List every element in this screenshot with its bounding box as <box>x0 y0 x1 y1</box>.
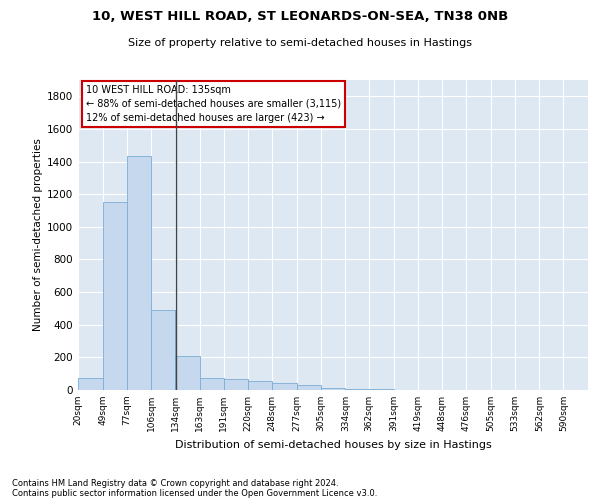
Bar <box>103 202 127 390</box>
Text: 10, WEST HILL ROAD, ST LEONARDS-ON-SEA, TN38 0NB: 10, WEST HILL ROAD, ST LEONARDS-ON-SEA, … <box>92 10 508 23</box>
Text: Contains HM Land Registry data © Crown copyright and database right 2024.: Contains HM Land Registry data © Crown c… <box>12 478 338 488</box>
Bar <box>346 389 369 390</box>
Bar <box>369 389 394 390</box>
Bar <box>175 356 200 390</box>
Text: Contains public sector information licensed under the Open Government Licence v3: Contains public sector information licen… <box>12 488 377 498</box>
Bar <box>297 386 320 390</box>
Y-axis label: Number of semi-detached properties: Number of semi-detached properties <box>33 138 43 332</box>
Bar <box>248 381 272 390</box>
Bar <box>78 378 103 390</box>
Text: Size of property relative to semi-detached houses in Hastings: Size of property relative to semi-detach… <box>128 38 472 48</box>
Bar <box>272 384 297 390</box>
Bar <box>200 378 224 390</box>
Bar <box>127 156 151 390</box>
Bar <box>224 380 248 390</box>
Text: 10 WEST HILL ROAD: 135sqm
← 88% of semi-detached houses are smaller (3,115)
12% : 10 WEST HILL ROAD: 135sqm ← 88% of semi-… <box>86 84 341 122</box>
Bar <box>151 310 175 390</box>
Bar <box>320 388 346 390</box>
X-axis label: Distribution of semi-detached houses by size in Hastings: Distribution of semi-detached houses by … <box>175 440 491 450</box>
